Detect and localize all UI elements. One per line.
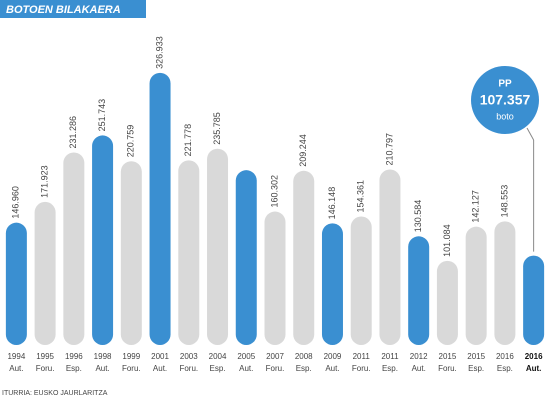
value-label: 231.286 [68,116,78,149]
x-tick-label: Aut. [325,364,339,373]
x-tick-label: Esp. [66,364,82,373]
value-label: 146.960 [11,186,21,219]
x-tick-label: 2015 [439,352,457,361]
bar [149,72,171,345]
x-tick-label: 2015 [467,352,485,361]
bar [178,160,200,345]
x-tick-label: Foru. [122,364,141,373]
bar [63,152,85,345]
x-tick-label: Esp. [382,364,398,373]
source: ITURRIA: EUSKO JAURLARITZA [2,390,108,397]
x-tick-label: 2001 [151,352,169,361]
value-label: 130.584 [413,200,423,233]
pointer-line [526,127,535,141]
x-tick-label: Esp. [468,364,484,373]
value-label: 251.743 [97,99,107,132]
bar [264,211,286,345]
value-label: 171.923 [39,165,49,198]
value-label: 101.084 [442,224,452,257]
value-label: 142.127 [471,190,481,223]
x-tick-label: 2007 [266,352,284,361]
x-tick-label: Foru. [36,364,55,373]
x-tick-label: 2012 [410,352,428,361]
x-tick-label: 2011 [381,352,399,361]
value-label: 220.759 [126,125,136,158]
bar [321,223,343,345]
bar [436,260,458,345]
x-tick-label: Foru. [179,364,198,373]
bar [408,236,430,345]
x-tick-label: Aut. [9,364,23,373]
x-tick-label: 2003 [180,352,198,361]
x-tick-label: Esp. [210,364,226,373]
x-tick-label: 2016 [496,352,514,361]
x-tick-label: Foru. [266,364,285,373]
x-tick-label: 1994 [7,352,25,361]
x-tick-label: 2011 [353,352,371,361]
bar [92,135,114,345]
x-tick-label: 2016 [525,352,543,361]
highlight-bubble [471,66,539,134]
bar [350,216,372,345]
x-tick-label: Aut. [239,364,253,373]
bar [494,221,516,345]
x-tick-label: 2005 [237,352,255,361]
x-tick-label: 2008 [295,352,313,361]
x-tick-label: Foru. [438,364,457,373]
bar [207,148,229,345]
bar [34,201,56,345]
value-label: 235.785 [212,112,222,145]
x-tick-label: 1996 [65,352,83,361]
bar [5,222,27,345]
x-tick-label: Esp. [497,364,513,373]
value-label: 326.933 [154,36,164,69]
x-tick-label: Aut. [412,364,426,373]
x-tick-label: Aut. [153,364,167,373]
x-tick-label: 1999 [122,352,140,361]
x-tick-label: 2004 [209,352,227,361]
value-label: 154.361 [356,180,366,213]
title-banner [0,0,146,18]
x-tick-label: Aut. [95,364,109,373]
value-label: 221.778 [183,124,193,157]
value-label: 148.553 [499,185,509,218]
x-tick-label: Esp. [296,364,312,373]
value-label: 210.797 [384,133,394,166]
bar [523,255,545,345]
bar [235,170,257,345]
bubble-value: 107.357 [480,92,531,108]
x-tick-label: Aut. [526,364,542,373]
bar [465,226,487,345]
bar [120,161,142,345]
bubble-party: PP [498,79,512,90]
x-tick-label: 2009 [324,352,342,361]
x-tick-label: 1998 [94,352,112,361]
x-tick-label: Foru. [352,364,371,373]
chart-title: BOTOEN BILAKAERA [6,4,121,16]
value-label: 160.302 [269,175,279,208]
bubble-unit: boto [496,111,514,121]
x-tick-label: 1995 [36,352,54,361]
bar [293,170,315,345]
bar [379,169,401,345]
value-label: 209.244 [298,134,308,167]
value-label: 146.148 [327,187,337,220]
